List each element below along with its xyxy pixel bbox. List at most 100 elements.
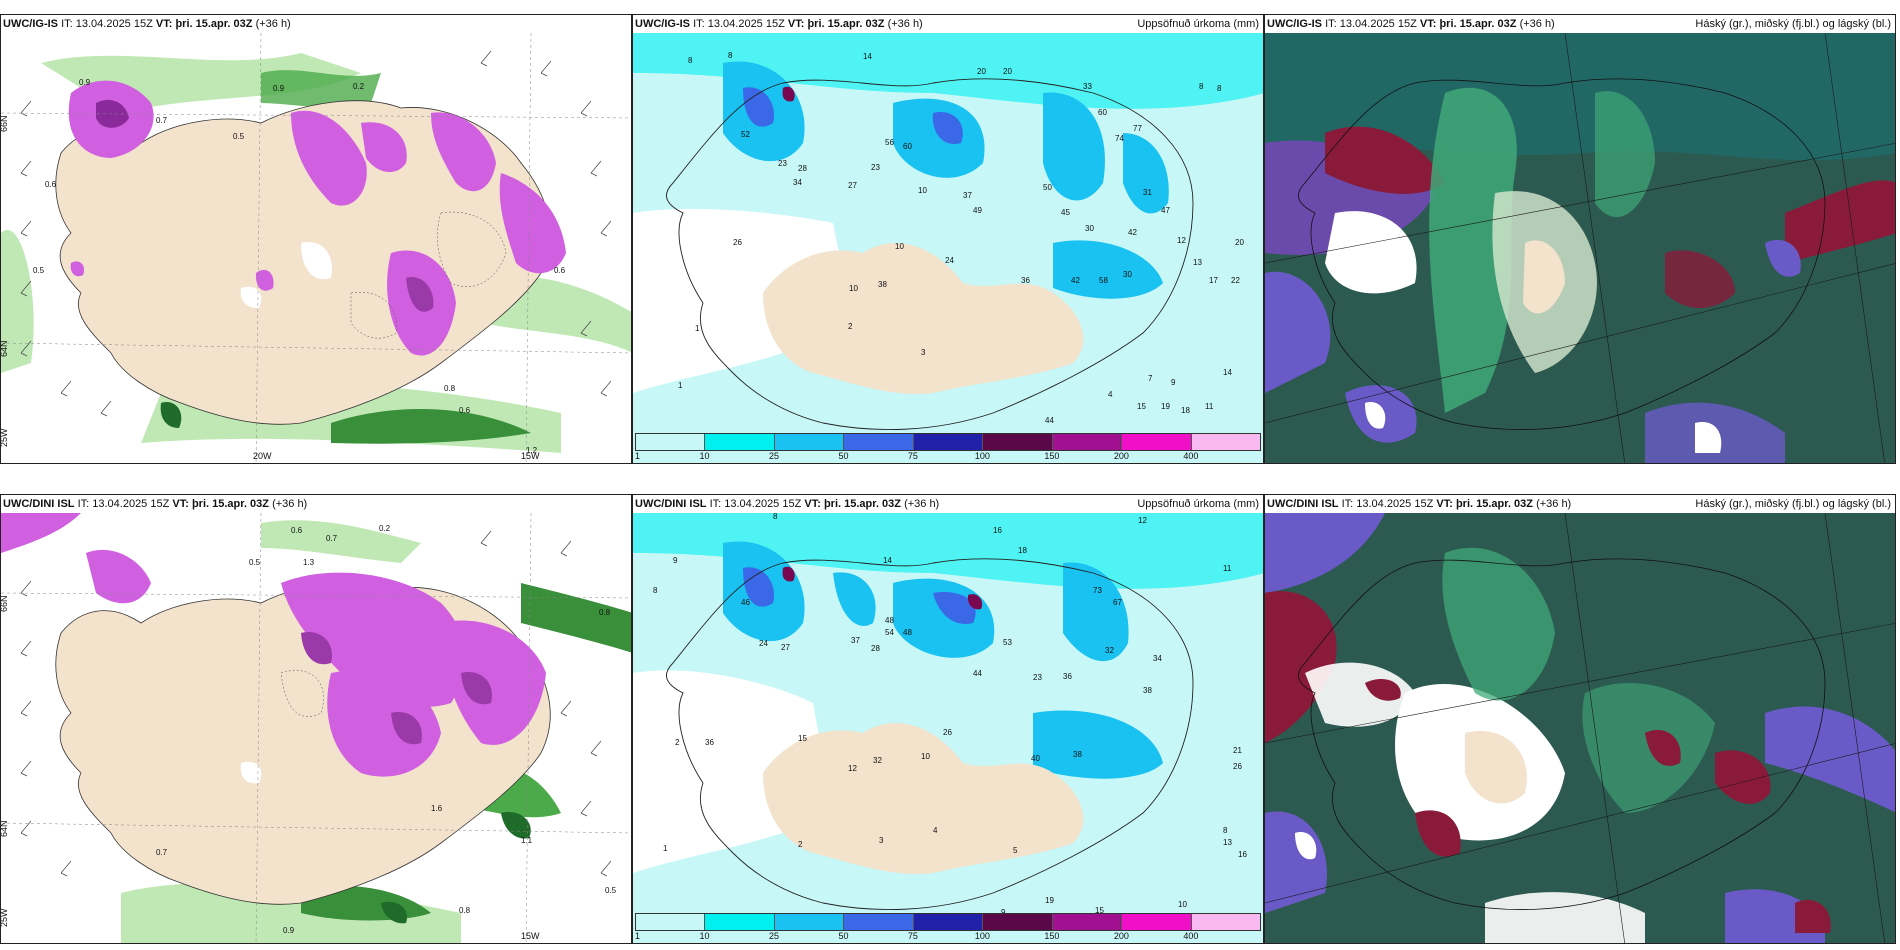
value-label: 47 [1161,206,1170,215]
it-value: 13.04.2025 15Z [1356,498,1434,510]
map-area[interactable]: 8 8 14 20 20 33 8 8 52 56 60 60 74 77 23… [633,33,1263,463]
value-label: 8 [728,51,733,60]
value-label: 24 [759,639,768,648]
colorbar-swatches [635,913,1261,931]
value-label: 0.2 [379,524,391,533]
vt-value: þri. 15.apr. 03Z [807,18,885,30]
map-title: Háský (gr.), miðský (fj.bl.) og lágský (… [1695,18,1891,30]
value-label: 49 [973,206,982,215]
value-label: 67 [1113,598,1122,607]
value-label: 16 [1238,850,1247,859]
model-name: UWC/DINI ISL [3,498,75,510]
value-label: 2 [798,840,803,849]
value-label: 44 [1045,416,1054,425]
lead-time: (+36 h) [904,498,940,510]
value-label: 15 [798,734,807,743]
value-label: 12 [1177,236,1186,245]
value-label: 3 [921,348,926,357]
vt-value: þri. 15.apr. 03Z [175,18,253,30]
map-title: Háský (gr.), miðský (fj.bl.) og lágský (… [1695,498,1891,510]
value-label: 10 [921,752,930,761]
value-label: 23 [871,163,880,172]
value-label: 0.5 [605,886,617,895]
colorbar-tick: 100 [974,931,990,941]
value-label: 8 [1199,82,1204,91]
colorbar-tick: 25 [768,451,779,461]
value-label: 14 [883,556,892,565]
value-label: 26 [943,728,952,737]
colorbar-tick: 200 [1113,451,1129,461]
colorbar-tick: 100 [974,451,990,461]
map-title: Uppsöfnuð úrkoma (mm) [1137,498,1259,510]
axis-label: 66N [1,595,9,612]
map-area[interactable] [1265,513,1895,943]
colorbar-ticks: 1 10 25 50 75 100 150 200 400 [635,451,1261,463]
value-label: 4 [933,826,938,835]
map-area[interactable] [1265,33,1895,463]
map-area[interactable]: 20W 15W 66N 64N 25W 0.9 0.9 0.5 0.2 0.7 … [1,33,631,463]
axis-label: 15W [521,451,540,461]
it-value: 13.04.2025 15Z [707,18,785,30]
model-name: UWC/DINI ISL [1267,498,1339,510]
value-label: 27 [781,643,790,652]
value-label: 17 [1209,276,1218,285]
value-label: 31 [1143,188,1152,197]
value-label: 32 [873,756,882,765]
colorbar-tick: 50 [838,931,849,941]
colorbar-swatches [635,433,1261,451]
value-label: 23 [1033,673,1042,682]
vt-label: VT: [787,18,805,30]
value-label: 50 [1043,183,1052,192]
colorbar-tick: 25 [768,931,779,941]
value-label: 0.8 [599,608,611,617]
value-label: 0.6 [291,526,303,535]
value-label: 10 [849,284,858,293]
value-label: 42 [1128,228,1137,237]
value-label: 28 [798,164,807,173]
value-label: 19 [1045,896,1054,905]
colorbar-tick: 400 [1183,931,1199,941]
axis-label: 66N [1,115,9,132]
value-label: 12 [848,764,857,773]
value-label: 20 [1235,238,1244,247]
vt-label: VT: [172,498,189,510]
it-label: IT: [61,18,73,30]
it-label: IT: [1325,18,1337,30]
value-label: 8 [688,56,693,65]
value-label: 22 [1231,276,1240,285]
value-label: 0.6 [554,266,566,275]
panel-header: UWC/DINI ISL IT: 13.04.2025 15Z VT: þri.… [1265,495,1895,513]
value-label: 77 [1133,124,1142,133]
value-label: 36 [705,738,714,747]
value-label: 15 [1095,906,1104,915]
panel-dini-wind-map: UWC/DINI ISL IT: 13.04.2025 15Z VT: þri.… [0,494,632,944]
colorbar-tick: 75 [907,931,918,941]
value-label: 11 [1223,564,1232,573]
panel-header: UWC/IG-IS IT: 13.04.2025 15Z VT: þri. 15… [1265,15,1895,33]
value-label: 0.7 [156,116,168,125]
panel-header: UWC/DINI ISL IT: 13.04.2025 15Z VT: þri.… [633,495,1263,513]
value-label: 11 [1205,402,1214,411]
colorbar-tick: 400 [1183,451,1199,461]
value-label: 4 [1108,390,1113,399]
colorbar-tick: 1 [635,451,641,461]
vt-label: VT: [1419,18,1437,30]
value-label: 30 [1123,270,1132,279]
value-label: 0.8 [459,906,471,915]
value-label: 26 [733,238,742,247]
axis-label: 25W [1,908,9,927]
value-label: 28 [871,644,880,653]
value-label: 13 [1223,838,1232,847]
it-label: IT: [77,498,90,510]
map-area[interactable]: 8 9 8 16 12 14 18 11 46 48 54 48 53 73 6… [633,513,1263,943]
value-label: 14 [1223,368,1232,377]
vt-value: þri. 15.apr. 03Z [823,498,901,510]
panel-ig-wind-map: UWC/IG-IS IT: 13.04.2025 15Z VT: þri. 15… [0,14,632,464]
lead-time: (+36 h) [1519,18,1555,30]
value-label: 0.6 [459,406,471,415]
panel-dini-cloud-map: UWC/DINI ISL IT: 13.04.2025 15Z VT: þri.… [1264,494,1896,944]
value-label: 8 [653,586,658,595]
value-label: 34 [1153,654,1162,663]
map-area[interactable]: 15W 66N 64N 25W 0.6 0.7 0.2 1.3 0.8 0.5 … [1,513,631,943]
axis-label: 20W [253,451,272,461]
